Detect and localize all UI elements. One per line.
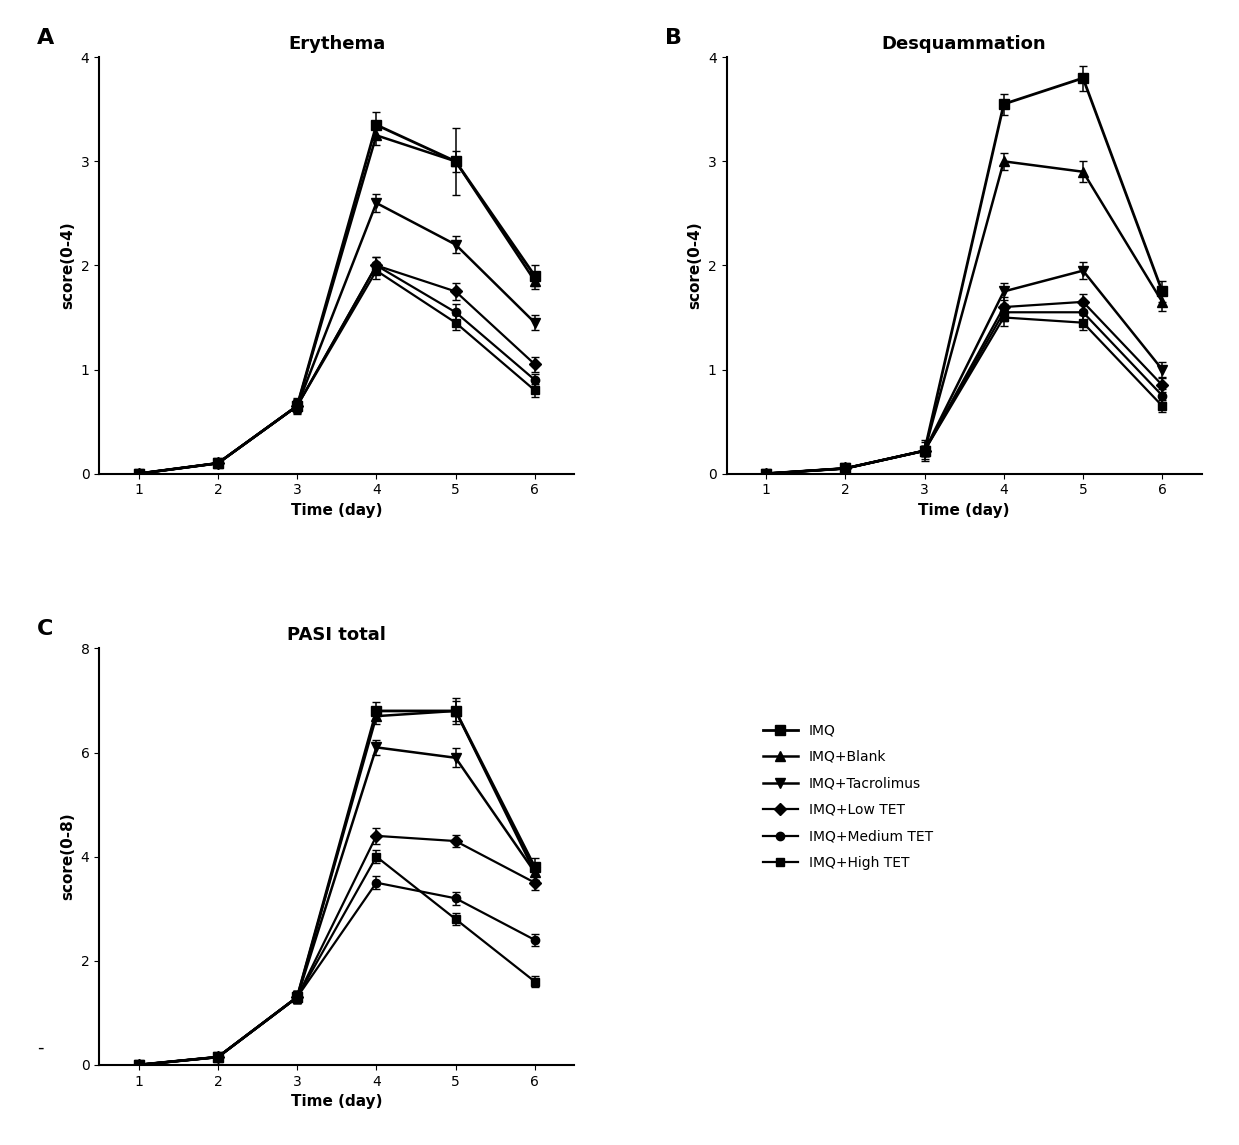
X-axis label: Time (day): Time (day) xyxy=(291,503,383,518)
Title: PASI total: PASI total xyxy=(287,626,387,645)
Legend: IMQ, IMQ+Blank, IMQ+Tacrolimus, IMQ+Low TET, IMQ+Medium TET, IMQ+High TET: IMQ, IMQ+Blank, IMQ+Tacrolimus, IMQ+Low … xyxy=(757,718,938,876)
Text: C: C xyxy=(37,619,53,639)
Y-axis label: score(0-4): score(0-4) xyxy=(59,222,76,309)
X-axis label: Time (day): Time (day) xyxy=(291,1095,383,1110)
Y-axis label: score(0-8): score(0-8) xyxy=(59,813,76,900)
Text: A: A xyxy=(37,29,55,48)
Text: B: B xyxy=(665,29,681,48)
Title: Desquammation: Desquammation xyxy=(882,34,1047,53)
Y-axis label: score(0-4): score(0-4) xyxy=(688,222,703,309)
Title: Erythema: Erythema xyxy=(289,34,385,53)
Text: -: - xyxy=(37,1039,43,1057)
X-axis label: Time (day): Time (day) xyxy=(918,503,1010,518)
